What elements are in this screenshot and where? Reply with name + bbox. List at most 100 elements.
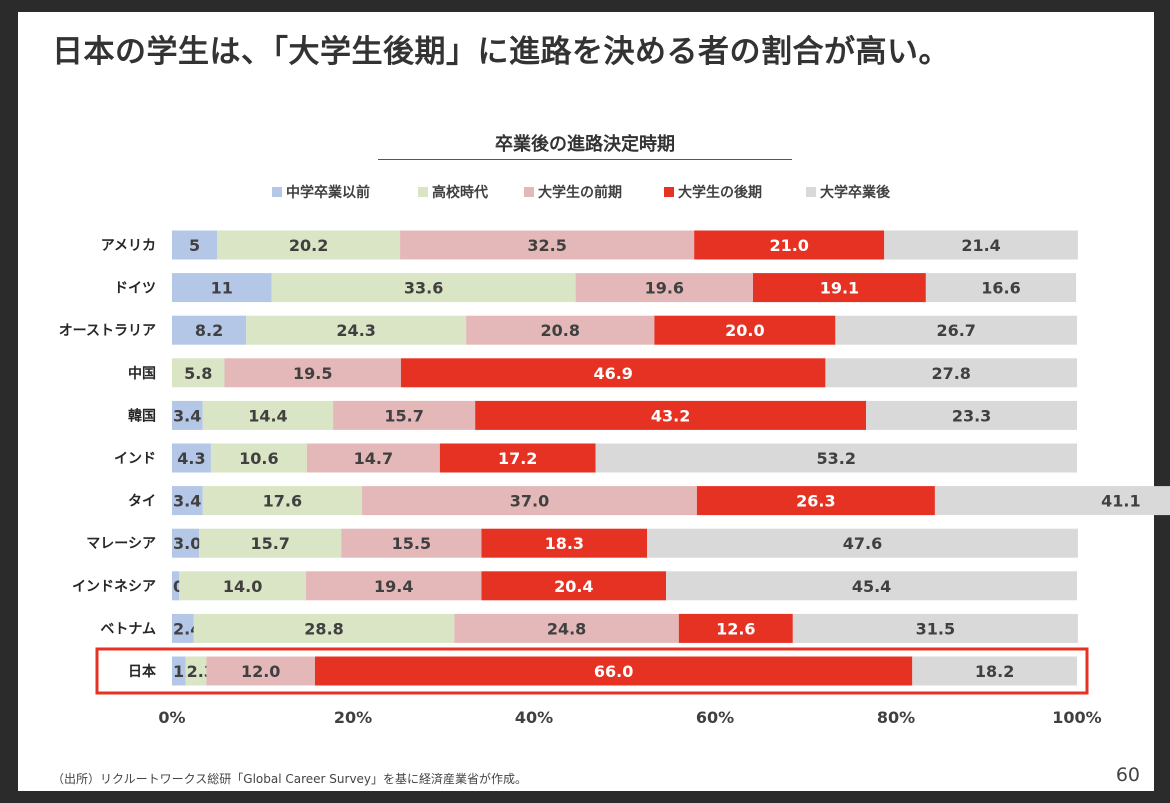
bar-segment — [224, 358, 401, 388]
bar-segment — [884, 230, 1078, 260]
bar-segment — [314, 656, 913, 686]
data-label: 21.0 — [769, 236, 808, 255]
bar-segment — [825, 358, 1077, 388]
bar-segment — [753, 273, 926, 303]
bar-segment — [666, 571, 1077, 601]
bar-segment — [172, 273, 272, 303]
data-label: 33.6 — [404, 279, 443, 298]
data-label: 18.3 — [545, 534, 584, 553]
legend-swatch — [806, 187, 816, 197]
highlight-box — [95, 647, 1089, 695]
data-label: 32.5 — [527, 236, 566, 255]
bar-segment — [206, 656, 315, 686]
data-label: 20.8 — [541, 321, 580, 340]
legend-label: 大学生の後期 — [678, 184, 762, 201]
x-tick-label: 100% — [1052, 708, 1101, 727]
source-note: （出所）リクルートワークス総研「Global Career Survey」を基に… — [52, 772, 528, 786]
data-label: 20.2 — [289, 236, 328, 255]
bar-segment — [210, 443, 307, 473]
data-label: 14.7 — [354, 449, 393, 468]
bar-segment — [271, 273, 576, 303]
bar-segment — [246, 315, 467, 345]
category-label: ベトナム — [100, 621, 156, 637]
bar-segment — [172, 656, 186, 686]
legend-swatch — [524, 187, 534, 197]
bar-segment — [835, 315, 1077, 345]
page-number: 60 — [1115, 764, 1140, 786]
data-label: 43.2 — [651, 406, 690, 425]
bar-segment — [362, 486, 697, 516]
data-label: 15.5 — [392, 534, 431, 553]
category-label: 韓国 — [128, 407, 156, 424]
bar-segment — [202, 486, 363, 516]
bar-segment — [694, 230, 885, 260]
x-tick-label: 0% — [158, 708, 185, 727]
bar-segment — [454, 613, 679, 643]
category-label: タイ — [128, 494, 156, 510]
data-label: 12.6 — [716, 619, 755, 638]
data-label: 28.8 — [304, 619, 343, 638]
bar-segment — [925, 273, 1077, 303]
data-label: 3.4 — [173, 406, 201, 425]
category-label: インドネシア — [72, 579, 156, 595]
bar-segment — [912, 656, 1077, 686]
data-label: 20.0 — [725, 321, 764, 340]
legend-label: 大学卒業後 — [820, 184, 891, 201]
bar-segment — [172, 358, 225, 388]
bar-segment — [341, 528, 482, 558]
data-label: 3.0 — [173, 534, 201, 553]
bar-segment — [647, 528, 1078, 558]
data-label: 19.1 — [820, 279, 859, 298]
data-label: 27.8 — [931, 364, 970, 383]
data-label: 47.6 — [843, 534, 882, 553]
category-label: インド — [114, 451, 156, 467]
bar-segment — [199, 528, 342, 558]
category-label: オーストラリア — [59, 323, 156, 339]
bar-segment — [678, 613, 793, 643]
bar-segment — [193, 613, 455, 643]
data-label: 17.6 — [263, 492, 302, 511]
data-label: 19.4 — [374, 577, 413, 596]
bar-segment — [172, 443, 211, 473]
data-label: 26.7 — [936, 321, 975, 340]
bar-segment — [172, 315, 247, 345]
bar-segment — [172, 230, 218, 260]
bar-segment — [400, 230, 695, 260]
bar-segment — [792, 613, 1078, 643]
bar-segment — [866, 400, 1077, 430]
data-label: 46.9 — [593, 364, 632, 383]
bar-segment — [202, 400, 334, 430]
data-label: 23.3 — [952, 406, 991, 425]
bar-segment — [475, 400, 867, 430]
bar-segment — [696, 486, 935, 516]
data-label: 24.3 — [336, 321, 375, 340]
data-label: 15.7 — [250, 534, 289, 553]
bar-segment — [185, 656, 207, 686]
chart-title: 卒業後の進路決定時期 — [495, 134, 675, 155]
data-label: 14.0 — [223, 577, 262, 596]
x-tick-label: 60% — [696, 708, 734, 727]
bar-segment — [305, 571, 482, 601]
bar-segment — [172, 486, 203, 516]
bar-segment — [172, 571, 180, 601]
bar-segment — [217, 230, 401, 260]
data-label: 19.5 — [293, 364, 332, 383]
data-label: 21.4 — [961, 236, 1000, 255]
bar-segment — [466, 315, 655, 345]
bar-segment — [333, 400, 476, 430]
data-label: 5 — [189, 236, 200, 255]
data-label: 19.6 — [645, 279, 684, 298]
legend-label: 中学卒業以前 — [286, 184, 370, 201]
category-label: 日本 — [128, 663, 157, 680]
bar-segment — [595, 443, 1077, 473]
bar-segment — [306, 443, 440, 473]
data-label: 5.8 — [184, 364, 212, 383]
bar-segment — [179, 571, 306, 601]
x-tick-label: 40% — [515, 708, 553, 727]
chart-title-underline — [378, 159, 792, 160]
bar-segment — [575, 273, 754, 303]
bar-segment — [481, 571, 667, 601]
category-label: 中国 — [128, 365, 156, 382]
legend-swatch — [418, 187, 428, 197]
